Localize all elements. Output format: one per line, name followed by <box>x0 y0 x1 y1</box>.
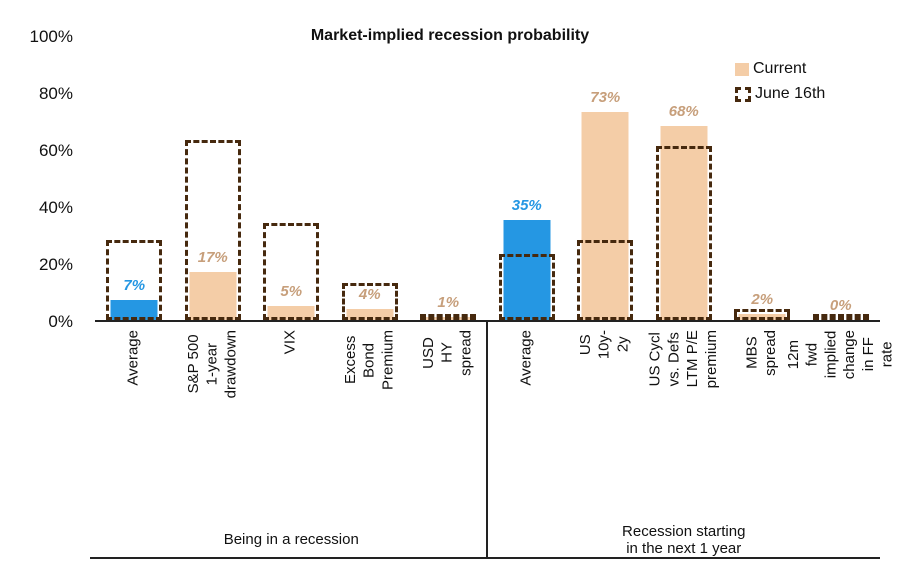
june16-outline-bar <box>812 314 869 320</box>
current-bar <box>110 300 158 320</box>
june16-outline-bar <box>341 282 398 320</box>
bar-slot: 73% US 10y-2y <box>566 37 645 359</box>
group-label-1: Being in a recession <box>223 531 359 548</box>
group-label-2: Recession starting in the next 1 year <box>622 522 746 557</box>
x-axis-category-label: Excess Bond Premium <box>341 330 397 391</box>
june16-series-swatch-icon <box>735 86 751 102</box>
y-axis-tick-label: 0% <box>48 312 73 331</box>
value-label: 7% <box>123 277 146 295</box>
june16-outline-bar <box>498 254 555 320</box>
x-axis-category-label: 12m fwd implied change in FF rate <box>784 330 896 380</box>
x-axis-category-label: MBS spread <box>743 329 780 376</box>
value-label: 68% <box>668 103 699 121</box>
value-label: 1% <box>437 294 460 312</box>
y-axis-tick-label: 100% <box>29 27 73 46</box>
y-axis: 100% 80% 60% 40% 20% 0% <box>0 27 85 331</box>
x-axis-category-label: Average <box>517 330 535 386</box>
june16-outline-bar <box>734 308 791 320</box>
june16-outline-bar <box>106 240 163 320</box>
y-axis-tick-label: 40% <box>38 198 73 217</box>
legend-label-june16: June 16th <box>755 85 826 102</box>
x-axis-category-label: US Cycl vs. Defs LTM P/E premium <box>646 329 720 389</box>
june16-outline-bar <box>577 240 634 320</box>
legend-item-june16: June 16th <box>735 85 825 103</box>
x-axis-category-label: VIX <box>281 330 299 355</box>
value-label: 17% <box>197 248 228 266</box>
current-bar <box>189 271 237 320</box>
current-bar <box>660 126 708 320</box>
bar-slot: 4% Excess Bond Premium <box>331 37 410 390</box>
x-axis-category-label: Average <box>124 330 142 386</box>
current-series-swatch-icon <box>735 62 749 76</box>
y-axis-tick-label: 60% <box>38 141 73 160</box>
current-bar <box>267 305 315 320</box>
june16-outline-bar <box>655 146 712 320</box>
legend: Current June 16th <box>735 60 825 110</box>
value-label: 35% <box>511 197 542 215</box>
bar-slot: 17% S&P 500 1-year drawdown <box>174 37 253 398</box>
bar-slot: 2% MBS spread <box>723 37 802 376</box>
june16-outline-bar <box>420 314 477 320</box>
bar-slot: 5% VIX <box>252 37 331 354</box>
value-label: 2% <box>751 291 774 309</box>
y-axis-tick-label: 20% <box>38 255 73 274</box>
current-bar <box>581 111 629 320</box>
bottom-axis-line <box>90 557 880 559</box>
current-bar <box>503 220 551 320</box>
bar-slot: 68% US Cycl vs. Defs LTM P/E premium <box>645 37 724 388</box>
bar-slot: 7% Average <box>95 37 174 386</box>
x-axis-category-label: S&P 500 1-year drawdown <box>184 330 240 399</box>
bar-slot: 0% 12m fwd implied change in FF rate <box>785 37 896 379</box>
value-label: 5% <box>280 282 303 300</box>
bar-slot: 1% USD HY spread <box>409 37 488 376</box>
value-label: 73% <box>590 88 621 106</box>
x-axis-category-label: US 10y-2y <box>577 329 632 360</box>
group-labels: Being in a recession Recession starting i… <box>95 522 880 557</box>
value-label: 0% <box>829 297 852 314</box>
june16-outline-bar <box>184 140 241 320</box>
bar-slot: 35% Average <box>488 37 567 386</box>
june16-outline-bar <box>263 223 320 320</box>
group-separator-line <box>486 322 488 558</box>
current-bar <box>346 308 394 320</box>
value-label: 4% <box>358 285 381 303</box>
chart-title: Market-implied recession probability <box>310 27 590 44</box>
bar-group-2: 35% Average 73% US 10y-2y 68% US Cycl vs. Def… <box>488 37 896 388</box>
legend-label-current: Current <box>753 60 807 77</box>
bar-group-1: 7% Average 17% S&P 500 1-year drawdown 5% VIX… <box>95 37 488 398</box>
plot-area: 7% Average 17% S&P 500 1-year drawdown 5% VIX… <box>95 37 896 398</box>
legend-item-current: Current <box>735 60 825 78</box>
x-axis-category-label: USD HY spread <box>420 329 475 376</box>
y-axis-tick-label: 80% <box>38 84 73 103</box>
